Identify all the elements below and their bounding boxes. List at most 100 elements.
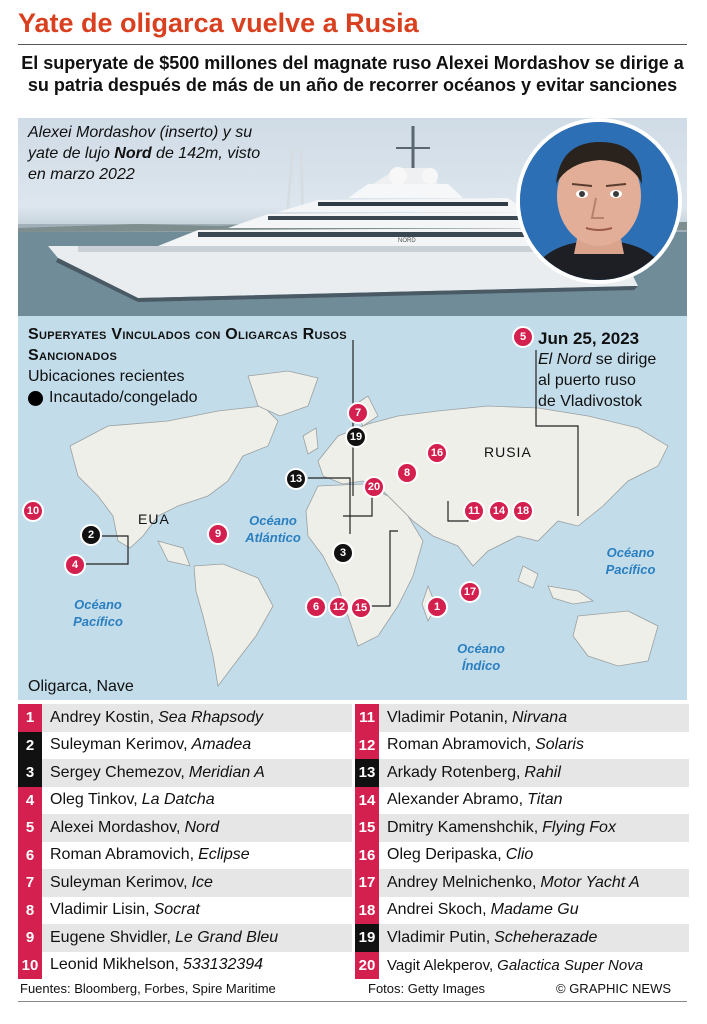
ocean-label-pacific-east: Océano Pacífico xyxy=(605,545,656,577)
item-ship: Madame Gu xyxy=(490,901,579,919)
map-pin[interactable]: 16 xyxy=(426,442,448,464)
callout-line1-rest: se dirige xyxy=(591,351,657,368)
footer-sources: Fuentes: Bloomberg, Forbes, Spire Mariti… xyxy=(20,981,276,996)
item-ship: Socrat xyxy=(153,901,200,919)
item-number: 17 xyxy=(355,869,379,897)
item-ship: Amadea xyxy=(191,736,252,754)
portrait-illustration xyxy=(520,122,678,280)
item-ship: Motor Yacht A xyxy=(540,873,640,891)
map-pin[interactable]: 5 xyxy=(512,326,534,348)
item-owner: Suleyman Kerimov, xyxy=(50,873,188,891)
usa-label: EUA xyxy=(138,511,170,527)
map-pin[interactable]: 11 xyxy=(463,500,485,522)
item-number: 8 xyxy=(18,896,42,924)
world-map: Superyates Vinculados con Oligarcas Ruso… xyxy=(18,316,687,700)
map-pin[interactable]: 10 xyxy=(22,500,44,522)
item-ship: Solaris xyxy=(535,736,584,754)
list-item: 14 Alexander Abramo, Titan xyxy=(355,786,689,814)
item-owner: Andrey Kostin, xyxy=(50,708,155,726)
item-number: 18 xyxy=(355,896,379,924)
list-item: 16 Oleg Deripaska, Clio xyxy=(355,841,689,869)
item-owner: Vladimir Potanin, xyxy=(387,708,508,726)
map-pin[interactable]: 12 xyxy=(328,596,350,618)
footer-rule xyxy=(18,1001,687,1002)
caption-yacht-name: Nord xyxy=(114,145,152,162)
ocean-label-atlantic: Océano Atlántico xyxy=(245,513,301,545)
item-number: 3 xyxy=(18,759,42,787)
callout-line3: de Vladivostok xyxy=(538,393,643,410)
map-legend: Incautado/congelado xyxy=(28,389,198,407)
item-ship: Rahil xyxy=(524,763,561,781)
map-pin[interactable]: 2 xyxy=(80,524,102,546)
list-item: 8 Vladimir Lisin, Socrat xyxy=(18,896,352,924)
list-item: 11 Vladimir Potanin, Nirvana xyxy=(355,704,689,732)
list-item: 17 Andrey Melnichenko, Motor Yacht A xyxy=(355,869,689,897)
footer-photos: Fotos: Getty Images xyxy=(368,981,486,996)
item-owner: Leonid Mikhelson, xyxy=(50,956,179,974)
item-owner: Roman Abramovich, xyxy=(50,846,195,864)
map-pin[interactable]: 18 xyxy=(512,500,534,522)
item-owner: Andrei Skoch, xyxy=(387,901,487,919)
list-item: 15 Dmitry Kamenshchik, Flying Fox xyxy=(355,814,689,842)
nord-callout: Jun 25, 2023 El Nord se dirige al puerto… xyxy=(538,328,656,412)
map-pin[interactable]: 6 xyxy=(305,596,327,618)
map-pin[interactable]: 14 xyxy=(488,500,510,522)
map-pin[interactable]: 17 xyxy=(459,581,481,603)
item-ship: Scheherazade xyxy=(494,928,598,946)
item-number: 10 xyxy=(18,951,42,979)
list-item: 3 Sergey Chemezov, Meridian A xyxy=(18,759,352,787)
list-item: 19 Vladimir Putin, Scheherazade xyxy=(355,924,689,952)
item-number: 19 xyxy=(355,924,379,952)
callout-line1: El Nord se dirige xyxy=(538,349,656,370)
item-owner: Alexei Mordashov, xyxy=(50,818,181,836)
mordashov-portrait xyxy=(516,118,682,284)
map-pin[interactable]: 1 xyxy=(426,596,448,618)
map-title: Superyates Vinculados con Oligarcas Ruso… xyxy=(28,326,347,364)
item-number: 16 xyxy=(355,841,379,869)
map-pin[interactable]: 3 xyxy=(332,542,354,564)
ocean-label-indian: Océano Índico xyxy=(457,641,505,673)
list-item: 12 Roman Abramovich, Solaris xyxy=(355,731,689,759)
callout-ship: El Nord xyxy=(538,351,592,368)
map-pin[interactable]: 19 xyxy=(345,426,367,448)
item-number: 6 xyxy=(18,841,42,869)
item-ship: Ice xyxy=(191,873,213,891)
item-number: 4 xyxy=(18,786,42,814)
item-ship: Sea Rhapsody xyxy=(158,708,264,726)
map-pin[interactable]: 13 xyxy=(285,468,307,490)
item-ship: Eclipse xyxy=(198,846,250,864)
list-item: 6 Roman Abramovich, Eclipse xyxy=(18,841,352,869)
item-owner: Eugene Shvidler, xyxy=(50,928,171,946)
item-number: 15 xyxy=(355,814,379,842)
item-owner: Vladimir Lisin, xyxy=(50,901,150,919)
map-pin[interactable]: 15 xyxy=(350,597,372,619)
footer-credit: © GRAPHIC NEWS xyxy=(556,981,672,996)
map-pin[interactable]: 8 xyxy=(396,462,418,484)
map-pin[interactable]: 20 xyxy=(363,476,385,498)
map-pin[interactable]: 4 xyxy=(64,554,86,576)
item-owner: Oleg Tinkov, xyxy=(50,791,138,809)
item-number: 14 xyxy=(355,786,379,814)
item-number: 2 xyxy=(18,731,42,759)
item-owner: Roman Abramovich, xyxy=(387,736,532,754)
item-owner: Arkady Rotenberg, xyxy=(387,763,521,781)
ocean-label-pacific-west: Océano Pacífico xyxy=(73,597,123,629)
map-pin[interactable]: 9 xyxy=(207,523,229,545)
caption-text-end: de 142m, visto en marzo 2022 xyxy=(28,145,261,183)
item-number: 20 xyxy=(355,951,379,979)
legend-label: Incautado/congelado xyxy=(49,389,198,406)
item-owner: Suleyman Kerimov, xyxy=(50,736,188,754)
list-item: 5 Alexei Mordashov, Nord xyxy=(18,814,352,842)
russia-label: RUSIA xyxy=(484,444,532,460)
item-owner: Sergey Chemezov, xyxy=(50,763,185,781)
photo-caption: Alexei Mordashov (inserto) y su yate de … xyxy=(28,122,278,185)
item-ship: La Datcha xyxy=(141,791,215,809)
yacht-list-right: 11 Vladimir Potanin, Nirvana 12 Roman Abram… xyxy=(355,704,689,979)
list-heading: Oligarca, Nave xyxy=(28,678,134,695)
item-ship: Flying Fox xyxy=(542,818,616,836)
callout-line2: al puerto ruso xyxy=(538,372,636,389)
map-pin[interactable]: 7 xyxy=(347,402,369,424)
item-ship: Titan xyxy=(527,791,563,809)
list-item: 20 Vagit Alekperov, Galactica Super Nova xyxy=(355,951,689,979)
callout-date: Jun 25, 2023 xyxy=(538,329,640,348)
